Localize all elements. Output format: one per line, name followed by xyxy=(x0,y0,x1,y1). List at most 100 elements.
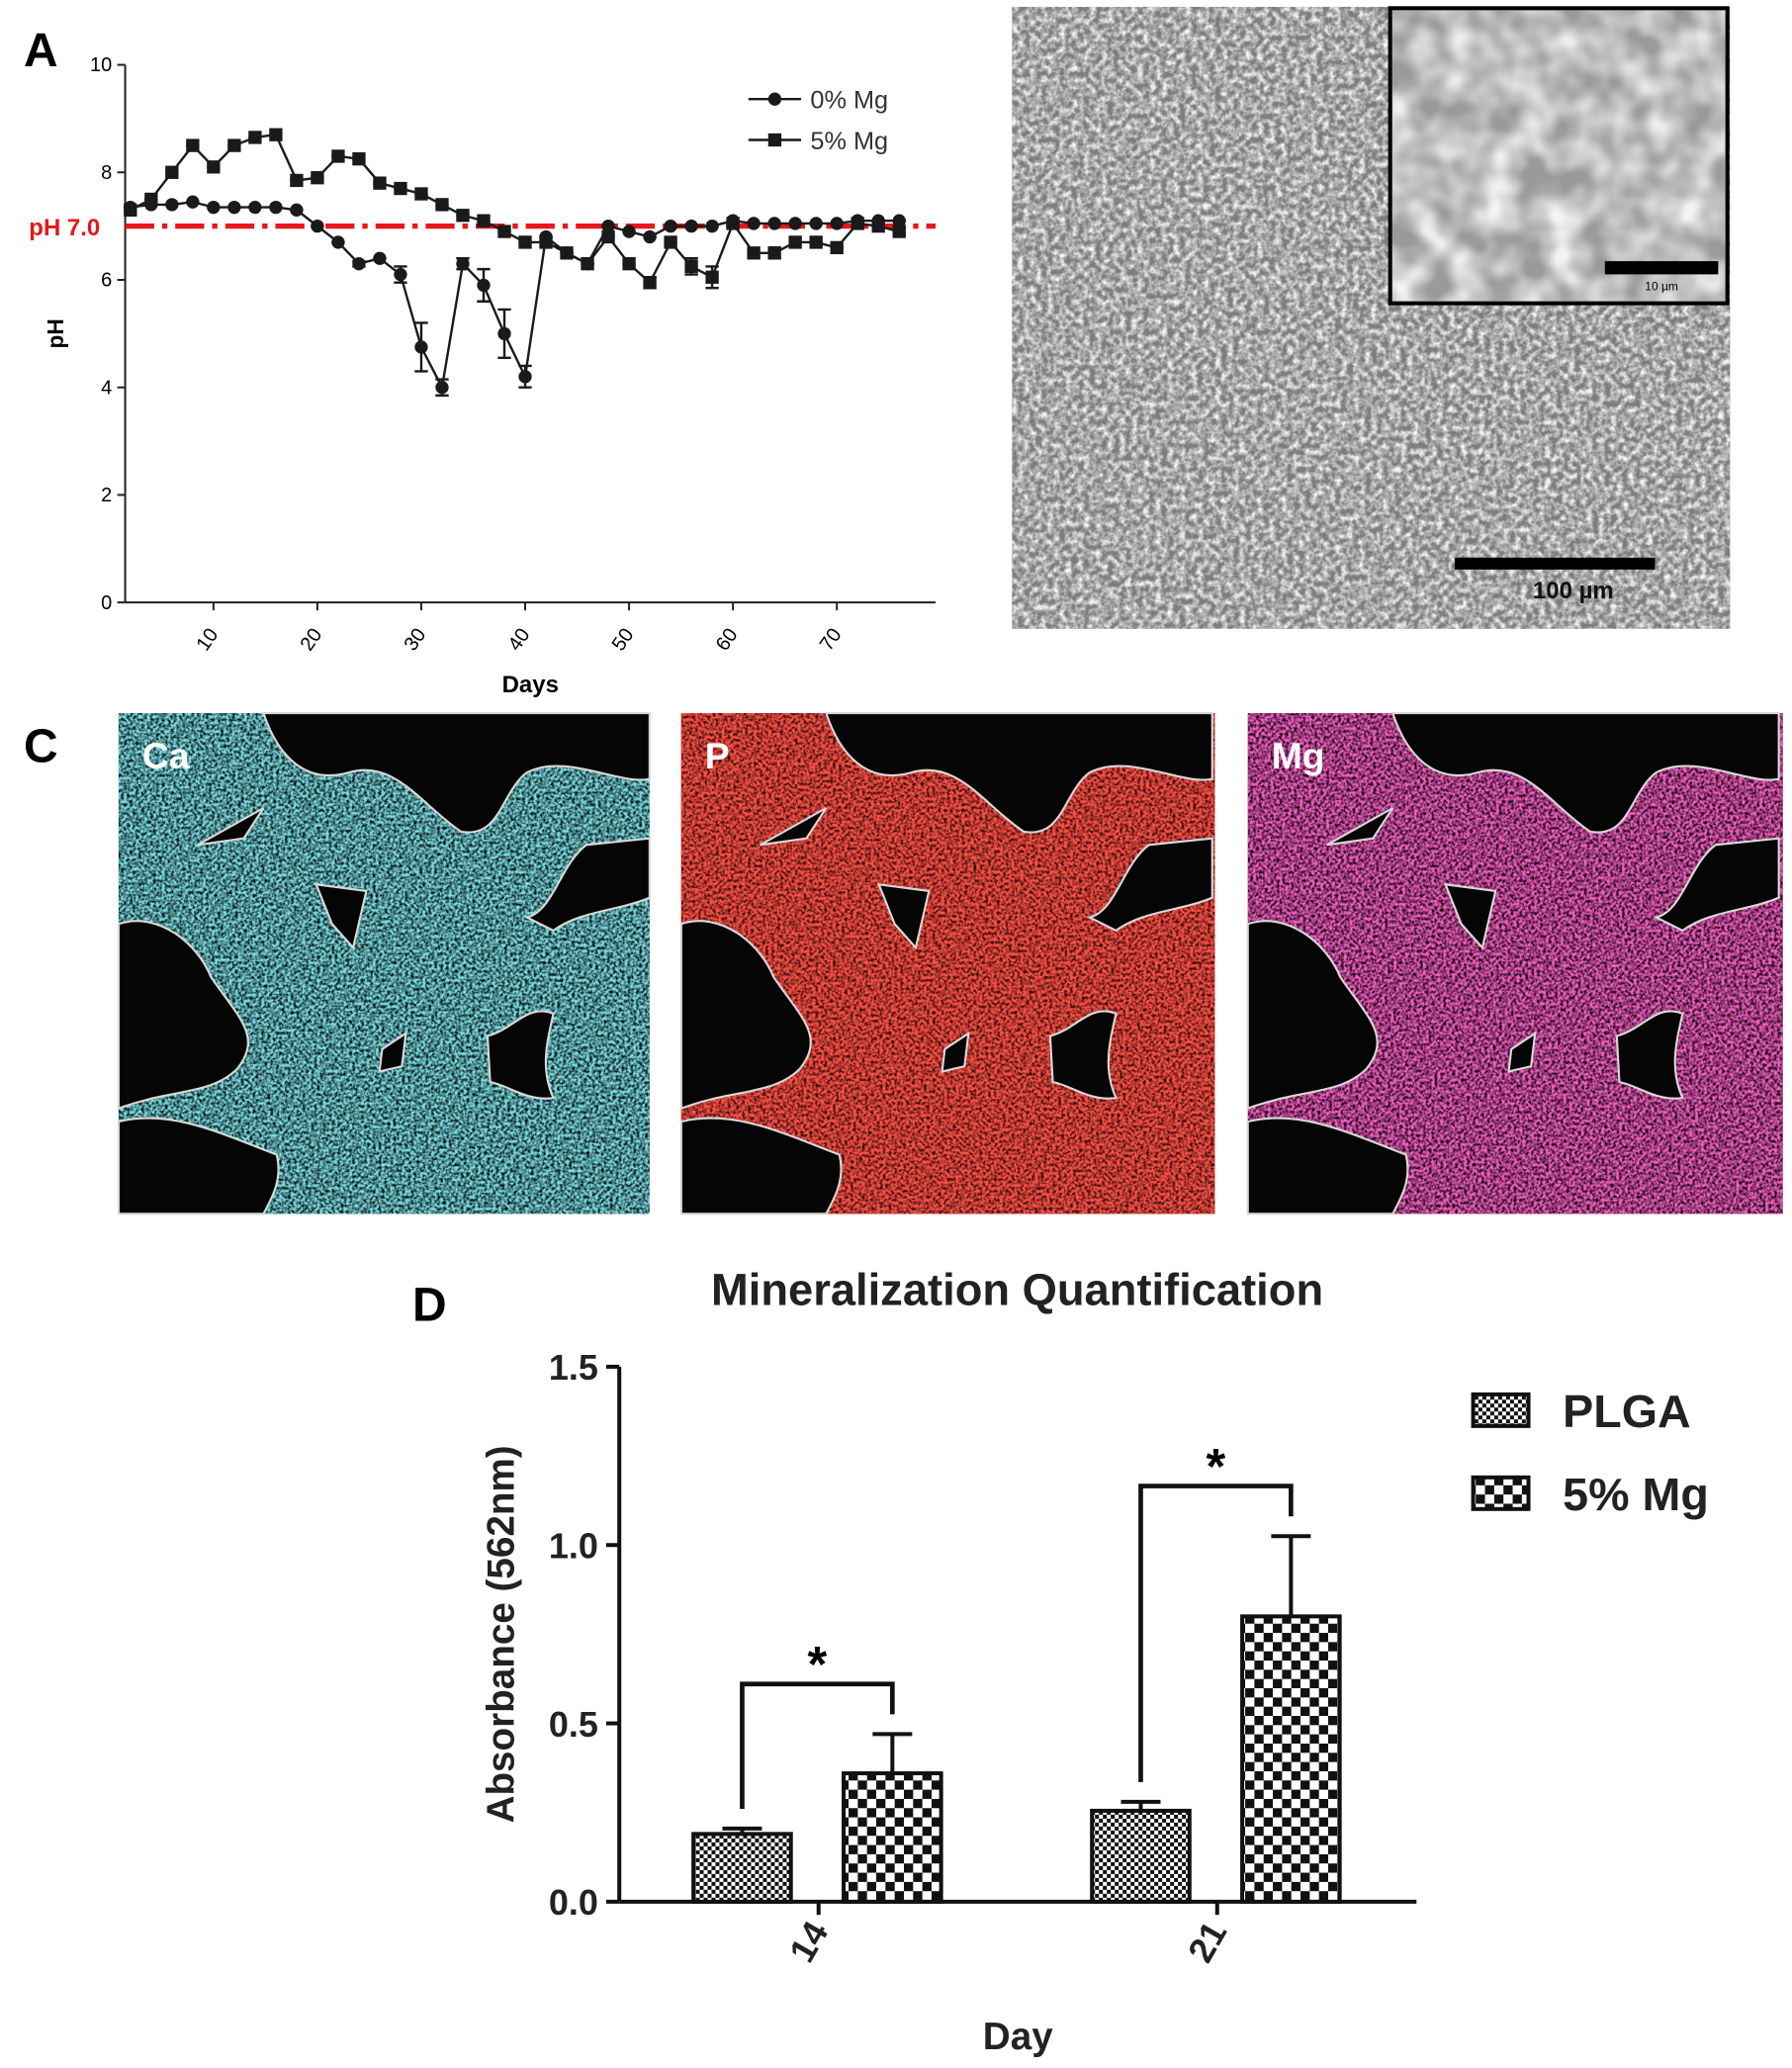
point xyxy=(809,217,823,230)
map-label: Ca xyxy=(142,735,190,776)
panel-label: D xyxy=(412,1279,447,1331)
point xyxy=(373,176,387,190)
y-tick-label: 8 xyxy=(101,162,112,184)
point xyxy=(373,251,387,265)
y-axis-label: pH xyxy=(43,318,68,348)
bar xyxy=(691,1832,793,1904)
bar xyxy=(1240,1614,1342,1904)
point xyxy=(497,225,511,238)
point xyxy=(892,225,906,238)
significance-bracket xyxy=(740,1681,895,1809)
point xyxy=(227,138,241,152)
point xyxy=(186,138,200,152)
significance-bracket xyxy=(1138,1484,1294,1782)
point xyxy=(497,326,511,341)
point xyxy=(684,259,698,274)
y-tick-label: 10 xyxy=(90,54,112,76)
point xyxy=(705,270,719,284)
series-line xyxy=(130,200,900,392)
bar xyxy=(1090,1808,1192,1904)
legend-marker xyxy=(767,92,782,106)
point xyxy=(622,257,636,271)
point xyxy=(124,203,137,217)
x-tick-label: 21 xyxy=(1180,1915,1235,1969)
point xyxy=(892,214,906,227)
point xyxy=(788,217,802,230)
point xyxy=(643,229,657,244)
x-tick-label: 60 xyxy=(712,624,743,655)
point xyxy=(186,195,200,209)
point xyxy=(830,240,844,255)
point xyxy=(331,235,345,249)
point xyxy=(664,235,677,249)
point xyxy=(871,219,885,233)
point xyxy=(643,276,657,290)
point xyxy=(747,246,761,260)
y-tick-label: 4 xyxy=(101,377,112,399)
point xyxy=(830,217,844,230)
point xyxy=(851,217,864,230)
legend-swatch xyxy=(1471,1392,1531,1428)
bar xyxy=(842,1771,943,1904)
panel-label: C xyxy=(24,720,58,772)
y-tick-label: 2 xyxy=(101,485,112,506)
point xyxy=(664,219,677,233)
point xyxy=(601,229,615,244)
y-tick-label: 0.5 xyxy=(549,1704,598,1745)
point xyxy=(477,214,491,227)
significance-label: * xyxy=(808,1636,828,1692)
y-tick-label: 0.0 xyxy=(549,1882,598,1923)
y-tick-label: 0 xyxy=(101,592,112,614)
x-tick-label: 40 xyxy=(504,624,535,655)
panel-label: A xyxy=(24,25,58,77)
point xyxy=(767,246,781,260)
significance-label: * xyxy=(1207,1438,1226,1494)
x-axis-label: Days xyxy=(502,672,559,698)
point xyxy=(435,381,449,395)
point xyxy=(560,246,574,260)
legend-label: 5% Mg xyxy=(810,128,888,155)
point xyxy=(518,235,532,249)
point xyxy=(581,257,594,271)
point xyxy=(165,165,179,179)
y-axis-label: Absorbance (562nm) xyxy=(481,1445,523,1823)
point xyxy=(477,278,491,293)
point xyxy=(144,192,158,207)
point xyxy=(227,200,241,215)
x-tick-label: 14 xyxy=(781,1915,837,1969)
eds-map: Ca xyxy=(117,712,651,1215)
legend-label: 0% Mg xyxy=(810,87,888,115)
point xyxy=(518,370,532,384)
point xyxy=(290,203,304,217)
error-bar xyxy=(722,1826,762,1835)
chart-title: Mineralization Quantification xyxy=(711,1264,1323,1314)
legend-marker xyxy=(767,133,782,147)
point xyxy=(311,171,324,185)
point xyxy=(269,128,283,141)
point xyxy=(269,200,283,215)
error-bar xyxy=(872,1732,913,1774)
legend-label: PLGA xyxy=(1563,1386,1691,1437)
point xyxy=(352,257,366,271)
point xyxy=(207,200,221,215)
map-label: Mg xyxy=(1272,735,1325,776)
y-tick-label: 6 xyxy=(101,270,112,292)
point xyxy=(705,219,719,233)
point xyxy=(331,149,345,163)
eds-map: P xyxy=(679,712,1215,1215)
point xyxy=(622,225,636,238)
point xyxy=(207,160,221,174)
error-bar xyxy=(1271,1534,1311,1617)
legend-swatch xyxy=(1471,1475,1531,1511)
x-tick-label: 30 xyxy=(401,624,431,655)
point xyxy=(248,200,262,215)
error-bar xyxy=(1120,1799,1161,1811)
point xyxy=(311,219,324,233)
point xyxy=(767,217,781,230)
x-tick-label: 10 xyxy=(193,624,224,655)
point xyxy=(435,198,449,212)
series-line xyxy=(130,133,900,285)
point xyxy=(456,257,470,271)
x-tick-label: 50 xyxy=(608,624,639,655)
